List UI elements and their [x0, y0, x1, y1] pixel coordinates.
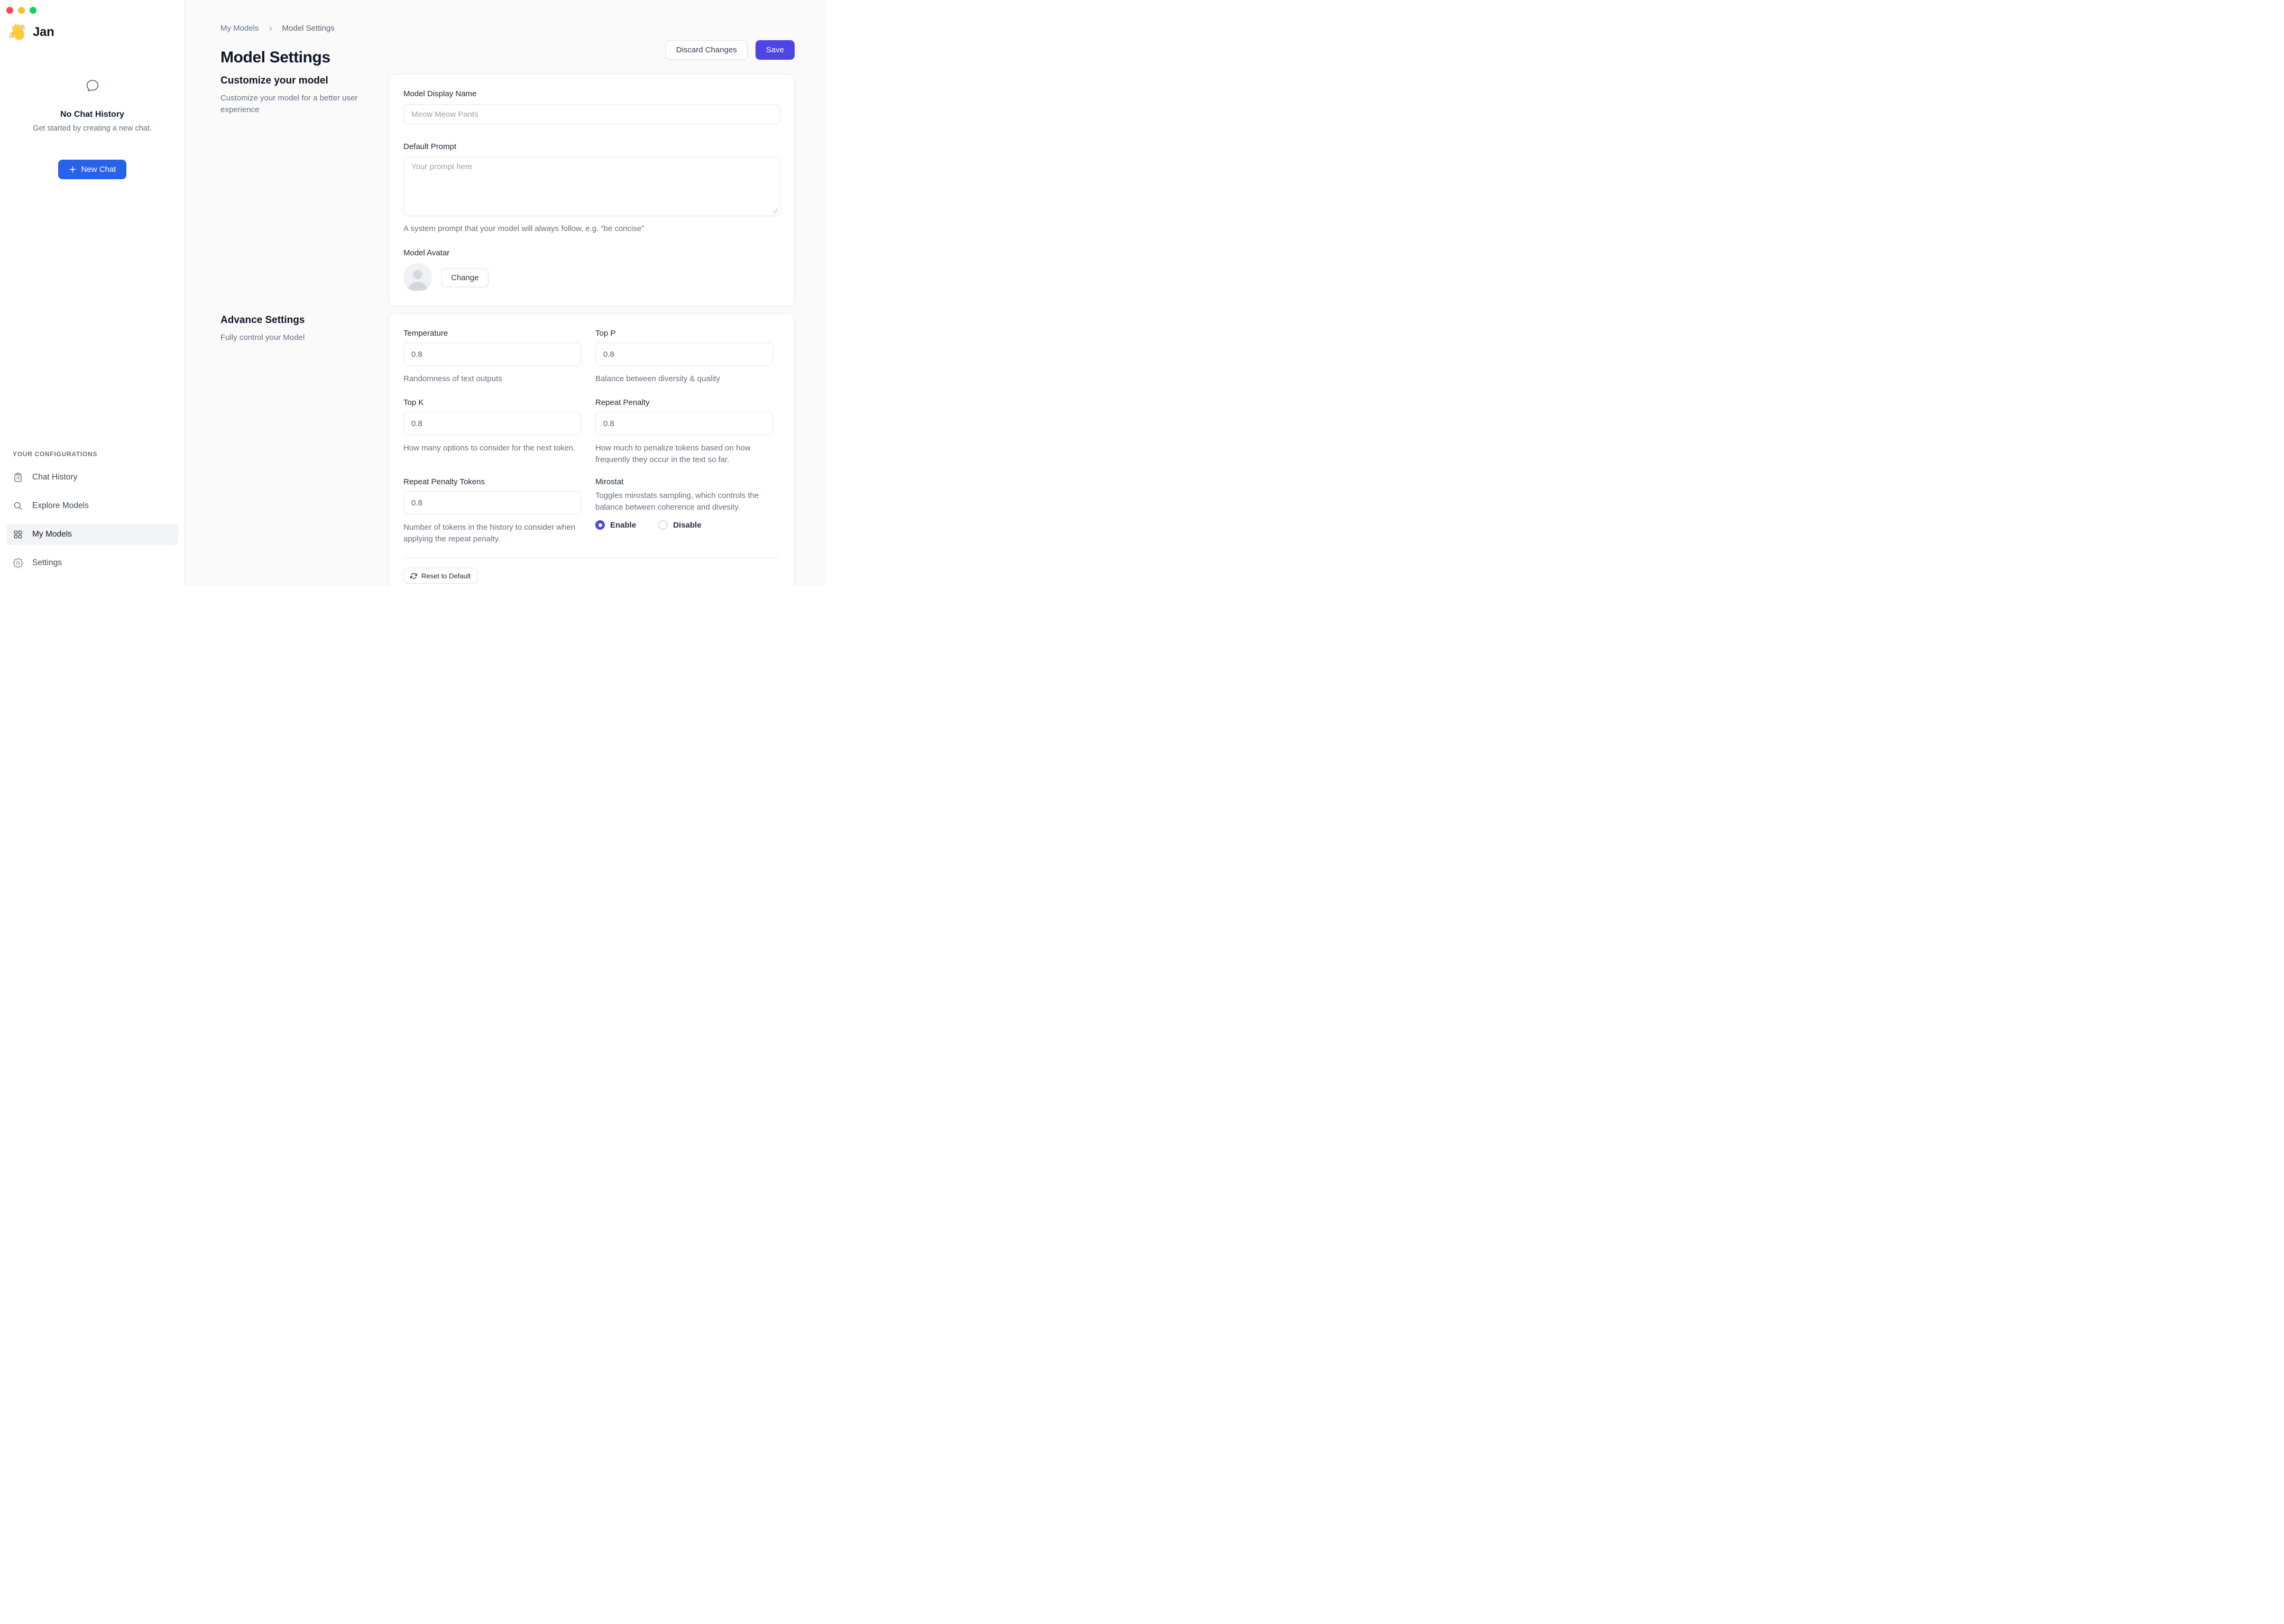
- advanced-row-3: Repeat Penalty Tokens Number of tokens i…: [403, 477, 779, 545]
- top-p-label: Top P: [595, 329, 616, 338]
- avatar: [403, 263, 432, 292]
- top-p-helper: Balance between diversity & quality: [595, 374, 720, 383]
- temperature-label: Temperature: [403, 329, 448, 338]
- repeat-penalty-tokens-helper: Number of tokens in the history to consi…: [403, 523, 576, 543]
- repeat-penalty-tokens-input[interactable]: [403, 491, 581, 514]
- breadcrumb: My Models Model Settings: [220, 24, 335, 33]
- repeat-penalty-helper: How much to penalize tokens based on how…: [595, 444, 751, 464]
- chat-empty-state: No Chat History Get started by creating …: [0, 78, 185, 179]
- sidebar-item-label: Settings: [32, 558, 62, 567]
- chevron-right-icon: [269, 26, 272, 31]
- default-prompt-helper: A system prompt that your model will alw…: [403, 224, 644, 233]
- search-icon: [14, 502, 22, 510]
- top-p-field: Top P Balance between diversity & qualit…: [595, 329, 773, 385]
- model-display-name-input[interactable]: [403, 104, 780, 124]
- top-k-field: Top K How many options to consider for t…: [403, 398, 581, 466]
- person-icon: [408, 270, 428, 290]
- mirostat-enable-option[interactable]: Enable: [595, 520, 636, 530]
- mirostat-helper: Toggles mirostats sampling, which contro…: [595, 491, 759, 512]
- advanced-subheading: Fully control your Model: [220, 333, 305, 342]
- repeat-penalty-input[interactable]: [595, 412, 773, 435]
- clipboard-icon: [14, 473, 22, 482]
- new-chat-button[interactable]: New Chat: [58, 160, 127, 179]
- plus-icon: [69, 166, 76, 173]
- grid-icon: [14, 530, 22, 539]
- temperature-input[interactable]: [403, 343, 581, 366]
- reset-to-default-button[interactable]: Reset to Default: [403, 568, 478, 584]
- main-content: My Models Model Settings Model Settings …: [185, 0, 825, 586]
- save-button[interactable]: Save: [755, 40, 795, 60]
- sidebar-item-my-models[interactable]: My Models: [6, 524, 178, 545]
- refresh-icon: [410, 573, 417, 579]
- chat-bubble-icon: [86, 80, 98, 91]
- temperature-helper: Randomness of text outputs: [403, 374, 502, 383]
- default-prompt-label: Default Prompt: [403, 142, 457, 151]
- sidebar-item-explore-models[interactable]: Explore Models: [6, 495, 178, 516]
- model-avatar-row: Change: [403, 263, 780, 292]
- repeat-penalty-tokens-label: Repeat Penalty Tokens: [403, 477, 485, 486]
- advanced-heading: Advance Settings: [220, 315, 305, 326]
- breadcrumb-my-models[interactable]: My Models: [220, 24, 259, 33]
- top-p-input[interactable]: [595, 343, 773, 366]
- gear-icon: [13, 558, 23, 568]
- top-k-input[interactable]: [403, 412, 581, 435]
- sidebar-item-label: Chat History: [32, 473, 78, 482]
- repeat-penalty-field: Repeat Penalty How much to penalize toke…: [595, 398, 773, 466]
- sidebar-item-chat-history[interactable]: Chat History: [6, 467, 178, 488]
- advanced-section-header: Advance Settings Fully control your Mode…: [220, 315, 380, 344]
- repeat-penalty-tokens-field: Repeat Penalty Tokens Number of tokens i…: [403, 477, 581, 545]
- empty-state-title: No Chat History: [60, 110, 124, 119]
- sidebar-nav: YOUR CONFIGURATIONS Chat History Explore…: [6, 450, 178, 581]
- customize-heading: Customize your model: [220, 75, 328, 86]
- customize-subheading: Customize your model for a better user e…: [220, 94, 358, 114]
- close-window-icon[interactable]: [6, 7, 13, 14]
- sidebar-item-label: My Models: [32, 530, 72, 539]
- page-title: Model Settings: [220, 49, 330, 67]
- advanced-row-1: Temperature Randomness of text outputs T…: [403, 329, 779, 385]
- radio-unchecked-icon[interactable]: [658, 520, 668, 530]
- default-prompt-wrapper: [403, 157, 780, 216]
- mirostat-field: Mirostat Toggles mirostats sampling, whi…: [595, 477, 773, 545]
- sidebar-item-label: Explore Models: [32, 501, 89, 510]
- customize-card: Model Display Name Default Prompt A syst…: [389, 74, 795, 306]
- radio-checked-icon[interactable]: [595, 520, 605, 530]
- customize-section-header: Customize your model Customize your mode…: [220, 75, 380, 116]
- configurations-section-label: YOUR CONFIGURATIONS: [13, 450, 98, 458]
- discard-changes-button[interactable]: Discard Changes: [665, 40, 748, 60]
- empty-state-subtitle: Get started by creating a new chat.: [33, 124, 152, 133]
- mirostat-options: Enable Disable: [595, 520, 773, 530]
- zoom-window-icon[interactable]: [30, 7, 36, 14]
- sidebar-item-settings[interactable]: Settings: [6, 552, 178, 574]
- sidebar: Jan No Chat History Get started by creat…: [0, 0, 185, 586]
- top-k-label: Top K: [403, 398, 424, 407]
- repeat-penalty-label: Repeat Penalty: [595, 398, 650, 407]
- model-avatar-label: Model Avatar: [403, 248, 450, 257]
- temperature-field: Temperature Randomness of text outputs: [403, 329, 581, 385]
- header-actions: Discard Changes Save: [665, 40, 795, 60]
- app-logo: Jan: [7, 21, 54, 43]
- app-window: Jan No Chat History Get started by creat…: [0, 0, 825, 586]
- mirostat-disable-option[interactable]: Disable: [658, 520, 702, 530]
- change-avatar-button[interactable]: Change: [441, 268, 489, 287]
- app-title: Jan: [33, 25, 54, 39]
- model-display-name-label: Model Display Name: [403, 89, 477, 98]
- minimize-window-icon[interactable]: [18, 7, 25, 14]
- default-prompt-textarea[interactable]: [403, 157, 780, 216]
- mirostat-disable-label: Disable: [673, 520, 702, 530]
- breadcrumb-model-settings: Model Settings: [282, 24, 335, 33]
- waving-hand-icon: [9, 24, 25, 40]
- window-controls: [6, 7, 36, 14]
- top-k-helper: How many options to consider for the nex…: [403, 444, 576, 453]
- mirostat-label: Mirostat: [595, 477, 624, 486]
- new-chat-label: New Chat: [81, 165, 116, 174]
- mirostat-enable-label: Enable: [610, 520, 637, 530]
- reset-label: Reset to Default: [421, 571, 471, 580]
- advanced-row-2: Top K How many options to consider for t…: [403, 398, 779, 466]
- resize-grip-icon[interactable]: [772, 208, 778, 214]
- advanced-card: Temperature Randomness of text outputs T…: [389, 313, 795, 586]
